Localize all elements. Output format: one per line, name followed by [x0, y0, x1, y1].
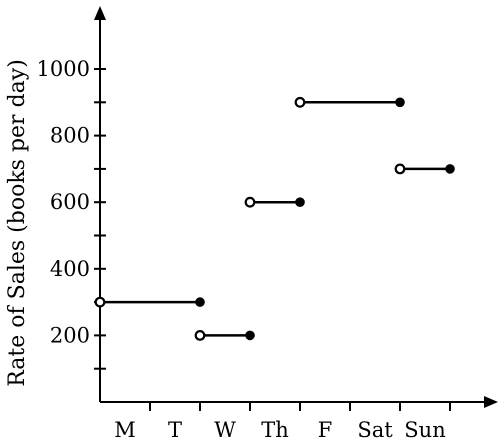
y-axis-title: Rate of Sales (books per day) [5, 59, 30, 387]
closed-endpoint [445, 164, 455, 174]
closed-endpoint [195, 297, 205, 307]
x-tick-label: F [318, 418, 333, 442]
open-endpoint [244, 196, 256, 208]
y-tick-label: 400 [50, 257, 90, 281]
closed-endpoint [245, 330, 255, 341]
y-tick-label: 800 [50, 124, 90, 148]
x-ticks [149, 402, 451, 411]
x-tick-label: Sun [404, 418, 445, 442]
x-tick-label: M [114, 418, 136, 442]
open-endpoint [394, 163, 406, 175]
step-segments [94, 96, 455, 341]
open-endpoint [94, 296, 106, 308]
closed-endpoint [395, 97, 405, 108]
y-tick-labels: 200 400 600 800 1000 [37, 57, 90, 347]
y-ticks [94, 68, 106, 370]
x-tick-label: Th [261, 418, 289, 442]
closed-endpoint [295, 197, 305, 207]
x-tick-labels: M T W Th F Sat Sun [114, 418, 445, 442]
y-tick-label: 600 [50, 190, 90, 214]
y-axis-arrow [94, 6, 106, 20]
x-axis-arrow [484, 396, 498, 408]
y-tick-label: 200 [50, 323, 90, 347]
x-tick-label: W [214, 418, 236, 442]
open-endpoint [194, 330, 206, 341]
y-tick-label: 1000 [37, 57, 90, 81]
x-tick-label: T [168, 418, 182, 442]
axes [94, 6, 498, 408]
x-tick-label: Sat [357, 418, 393, 442]
open-endpoint [294, 96, 306, 108]
